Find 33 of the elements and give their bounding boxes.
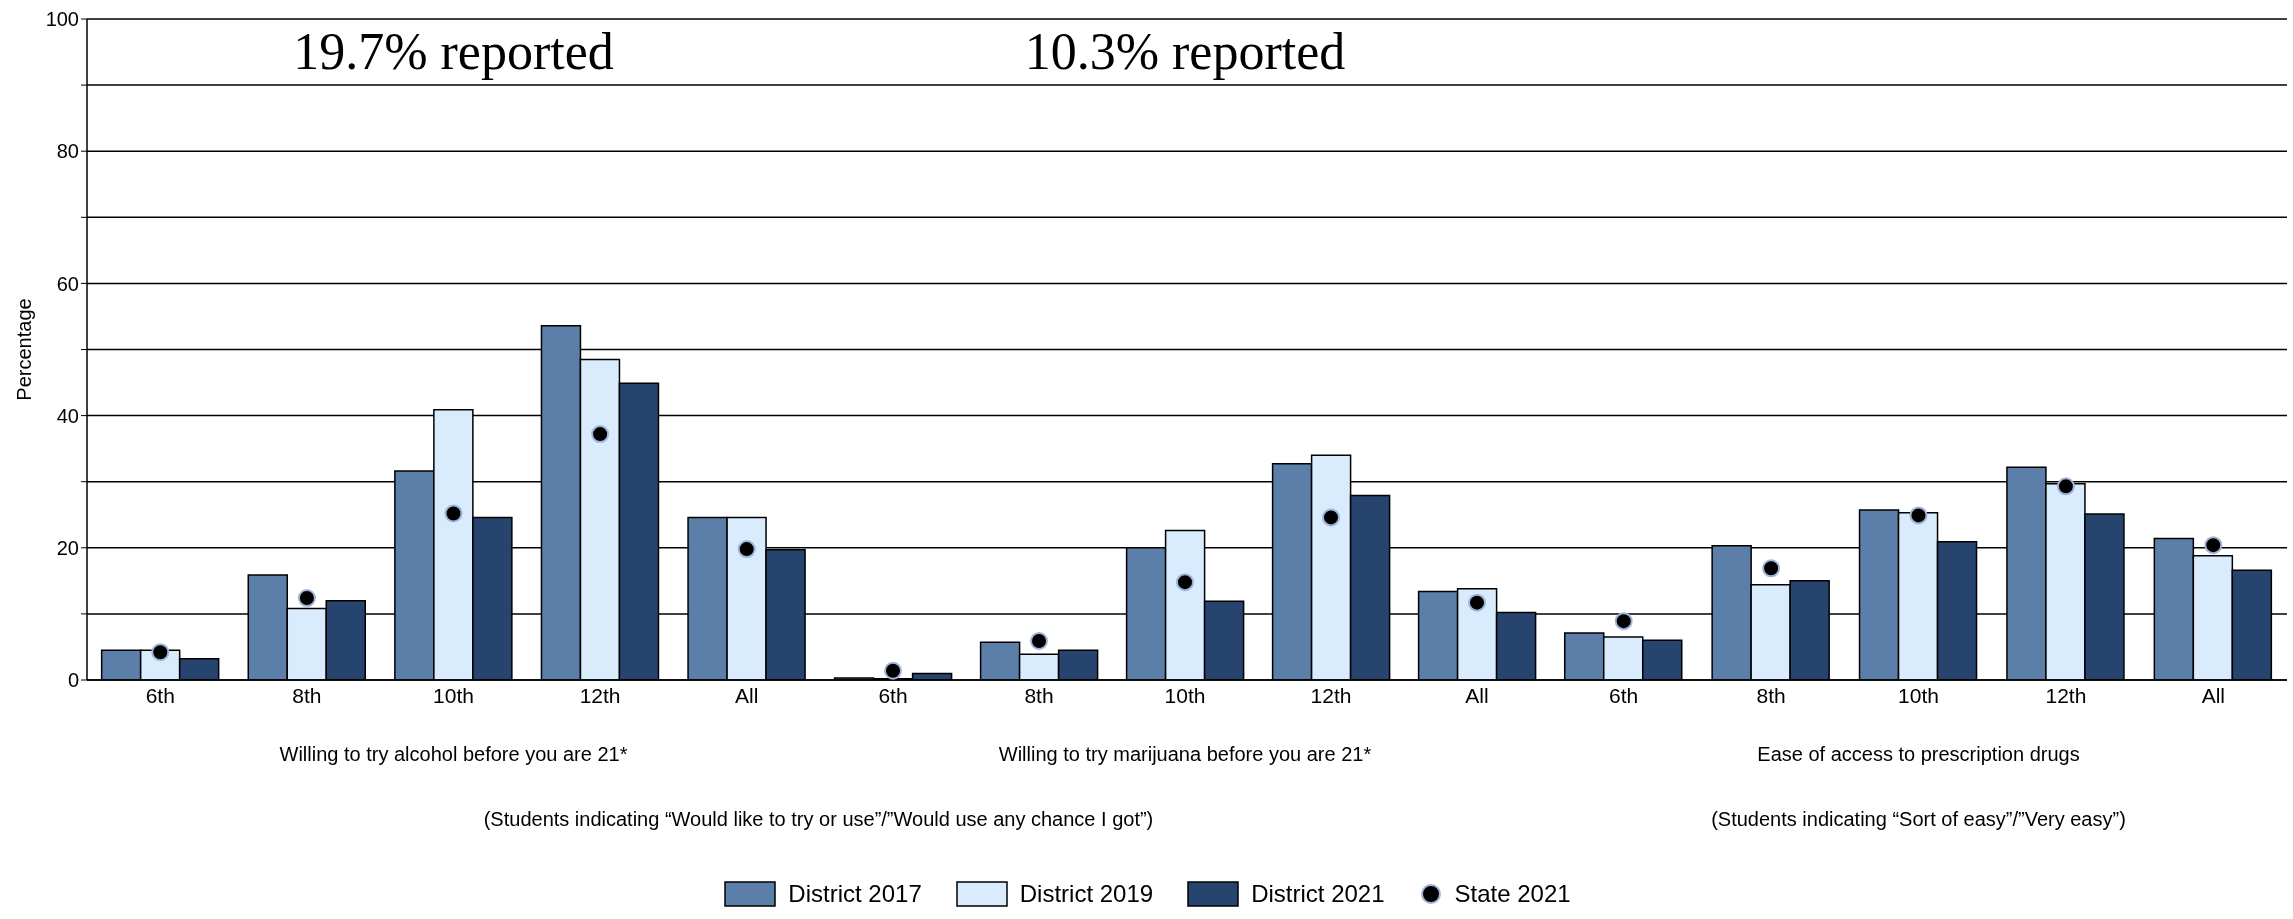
x-tick-label: 8th bbox=[1024, 683, 1054, 707]
y-tick-label: 0 bbox=[67, 669, 79, 692]
text: (Students indicating “Sort of easy”/”Very easy”) bbox=[1710, 808, 2127, 831]
x-tick-label: 6th bbox=[145, 683, 175, 707]
x-tick-label: All bbox=[2201, 683, 2225, 707]
x-tick-label: 8th bbox=[292, 683, 322, 707]
x-tick-label: 8th bbox=[1756, 683, 1786, 707]
x-tick-label: 10th bbox=[1898, 683, 1939, 707]
text: (Students indicating “Would like to try or use”/”Would use any chance I got”) bbox=[482, 808, 1155, 831]
x-tick-label: 12th bbox=[579, 683, 621, 707]
legend-label: District 2017 bbox=[788, 880, 922, 908]
x-tick-label: All bbox=[735, 683, 759, 707]
annotation: 19.7% reported bbox=[292, 22, 615, 82]
x-axis-title: Ease of access to prescription drugs bbox=[1756, 743, 2081, 766]
y-tick-label: 100 bbox=[45, 8, 79, 31]
annotation: 10.3% reported bbox=[1023, 22, 1347, 82]
x-tick-label: 12th bbox=[2045, 683, 2087, 707]
y-tick-label: 60 bbox=[56, 272, 79, 295]
x-tick-label: 6th bbox=[878, 683, 908, 707]
x-tick-label: All bbox=[1465, 683, 1489, 707]
legend-label: District 2021 bbox=[1251, 880, 1385, 908]
x-tick-label: 12th bbox=[1310, 683, 1352, 707]
x-axis-title: Willing to try alcohol before you are 21* bbox=[278, 743, 629, 766]
y-axis-title: Percentage bbox=[13, 298, 36, 401]
x-axis-title: Willing to try marijuana before you are 21* bbox=[997, 743, 1373, 766]
y-tick-label: 80 bbox=[56, 140, 79, 163]
x-tick-label: 10th bbox=[1164, 683, 1206, 707]
legend-label: State 2021 bbox=[1454, 880, 1571, 908]
legend-label: District 2019 bbox=[1019, 880, 1154, 908]
x-tick-label: 10th bbox=[433, 683, 474, 707]
y-tick-label: 20 bbox=[56, 536, 79, 559]
y-tick-label: 40 bbox=[56, 404, 79, 427]
x-tick-label: 6th bbox=[1609, 683, 1639, 707]
